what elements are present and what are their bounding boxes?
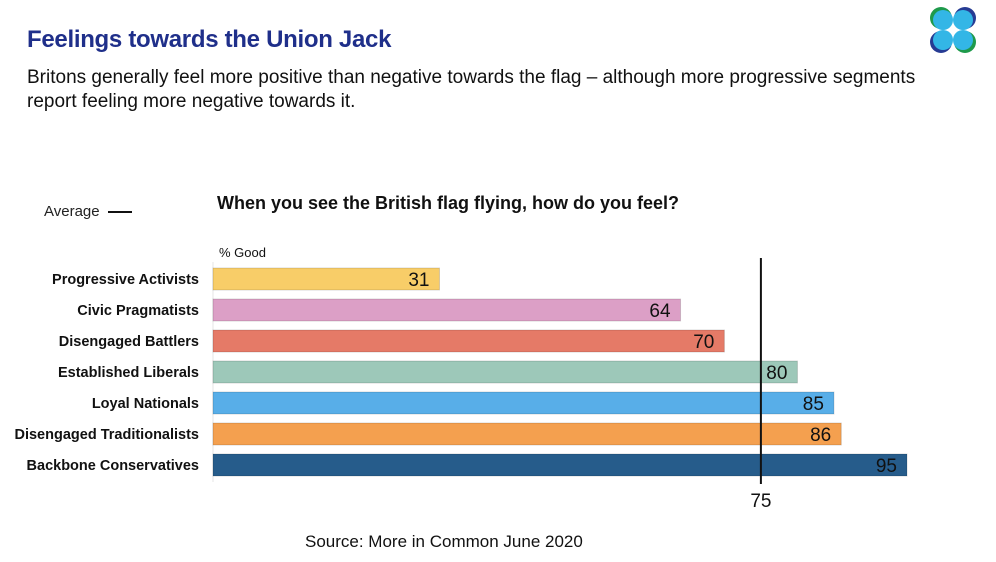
legend-label: Average	[44, 203, 100, 220]
data-label: 95	[876, 456, 897, 477]
category-label: Established Liberals	[58, 365, 199, 381]
bar	[212, 391, 835, 415]
bar	[212, 329, 725, 353]
source-note: Source: More in Common June 2020	[305, 532, 583, 551]
bar	[212, 360, 798, 384]
data-label: 86	[810, 425, 831, 446]
unit-label: % Good	[219, 245, 266, 260]
category-label: Disengaged Traditionalists	[14, 427, 199, 443]
legend: Average	[44, 203, 132, 220]
average-label: 75	[750, 491, 771, 512]
data-label: 70	[693, 332, 714, 353]
bar	[212, 453, 908, 477]
data-label: 64	[649, 301, 671, 322]
bar	[212, 267, 440, 291]
category-label: Civic Pragmatists	[77, 303, 199, 319]
category-label: Progressive Activists	[52, 272, 199, 288]
data-label: 31	[408, 270, 429, 291]
data-label: 85	[803, 394, 824, 415]
bar	[212, 422, 842, 446]
category-label: Backbone Conservatives	[27, 458, 199, 474]
legend-average-line	[107, 210, 132, 213]
page-title: Feelings towards the Union Jack	[27, 26, 392, 53]
data-label: 80	[766, 363, 787, 384]
category-label: Disengaged Battlers	[59, 334, 199, 350]
page-subtitle: Britons generally feel more positive tha…	[27, 67, 916, 112]
chart-title: When you see the British flag flying, ho…	[217, 193, 680, 213]
category-label: Loyal Nationals	[92, 396, 199, 412]
bar	[212, 298, 682, 322]
more-in-common-logo-icon	[930, 7, 976, 53]
